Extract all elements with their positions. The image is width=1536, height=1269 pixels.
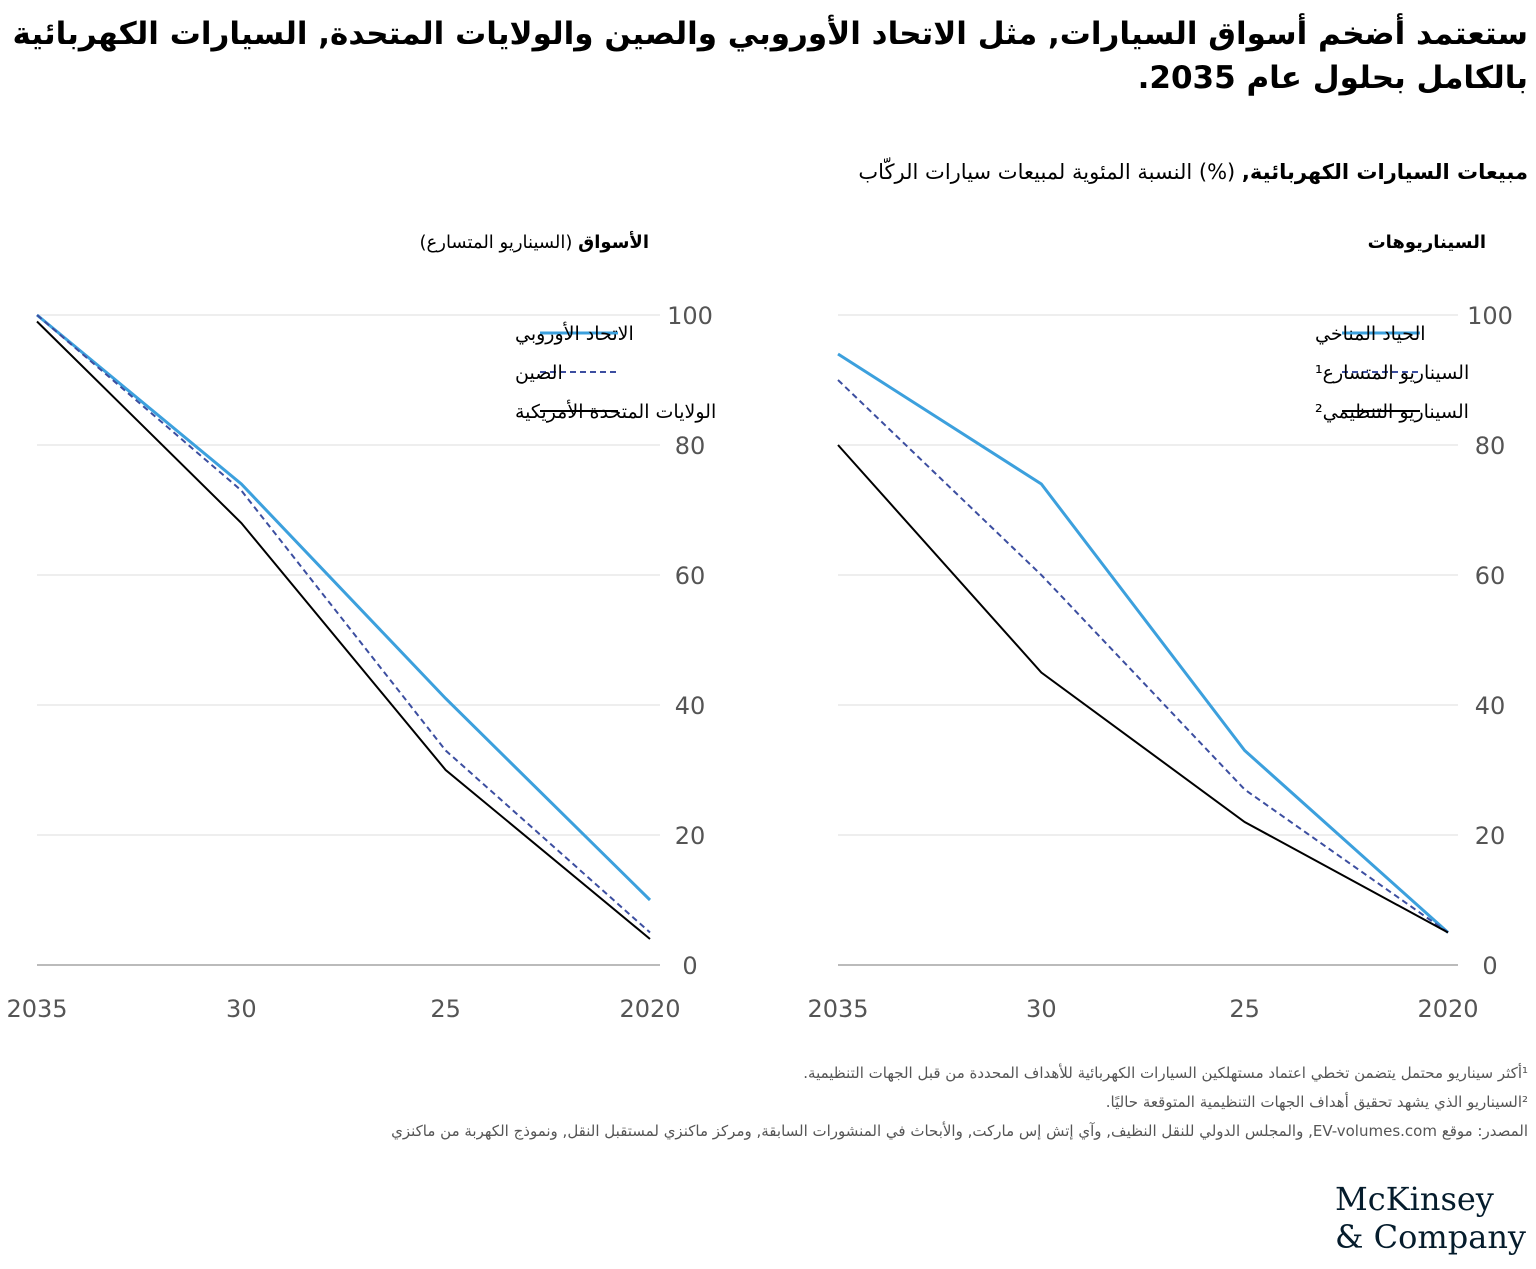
subtitle-bold: مبيعات السيارات الكهربائية, — [1241, 160, 1528, 184]
y-tick-label: 20 — [1475, 822, 1506, 850]
x-tick-label: 2020 — [1417, 995, 1478, 1023]
panel-title-bold: السيناريوهات — [1367, 232, 1486, 253]
panel-title-bold: الأسواق — [578, 232, 649, 253]
y-tick-label: 80 — [1475, 432, 1506, 460]
series-line — [36, 314, 651, 934]
y-tick-label: 40 — [1475, 692, 1506, 720]
panel-title-rest: (السيناريو المتسارع) — [419, 232, 579, 253]
series-line — [837, 352, 1450, 934]
series-line — [837, 379, 1449, 934]
y-tick-label: 60 — [675, 562, 706, 590]
legend-label: السيناريو المتسارع¹ — [1315, 362, 1469, 384]
x-tick-label: 2035 — [6, 995, 67, 1023]
subtitle-rest: (%) النسبة المئوية لمبيعات سيارات الركّا… — [858, 160, 1242, 184]
panel-title-scenarios: السيناريوهات — [1368, 232, 1486, 253]
legend-label: السيناريو التنظيمي² — [1315, 401, 1469, 423]
y-tick-label: 0 — [1482, 952, 1497, 980]
chart-title: ستعتمد أضخم أسواق السيارات, مثل الاتحاد … — [12, 16, 1528, 96]
series-line — [36, 320, 651, 940]
legend-label: الصين — [515, 362, 563, 384]
x-tick-label: 30 — [1026, 995, 1057, 1023]
x-tick-label: 25 — [1229, 995, 1260, 1023]
y-tick-label: 60 — [1475, 562, 1506, 590]
panel-title-markets: الأسواق (السيناريو المتسارع) — [419, 232, 649, 253]
x-tick-label: 2020 — [619, 995, 680, 1023]
series-line — [837, 444, 1449, 934]
legend-label: الولايات المتحدة الأمريكية — [515, 400, 716, 423]
y-tick-label: 40 — [675, 692, 706, 720]
chart-subtitle: مبيعات السيارات الكهربائية, (%) النسبة ا… — [858, 160, 1528, 184]
y-tick-label: 100 — [667, 302, 713, 330]
x-tick-label: 25 — [430, 995, 461, 1023]
legend-label: الحياد المناخي — [1315, 323, 1426, 345]
y-tick-label: 80 — [675, 432, 706, 460]
mckinsey-logo: McKinsey & Company — [1335, 1180, 1526, 1256]
x-tick-label: 30 — [226, 995, 257, 1023]
x-tick-label: 2035 — [807, 995, 868, 1023]
y-tick-label: 0 — [682, 952, 697, 980]
y-tick-label: 100 — [1467, 302, 1513, 330]
legend-label: الاتحاد الأوروبي — [515, 322, 634, 345]
footnote-2: ²السيناريو الذي يشهد تحقيق أهداف الجهات … — [1105, 1093, 1528, 1111]
source-note: المصدر: موقع EV-volumes.com, والمجلس الد… — [391, 1122, 1528, 1140]
y-tick-label: 20 — [675, 822, 706, 850]
footnote-1: ¹أكثر سيناريو محتمل يتضمن تخطي اعتماد مس… — [803, 1064, 1528, 1082]
series-line — [36, 313, 652, 902]
